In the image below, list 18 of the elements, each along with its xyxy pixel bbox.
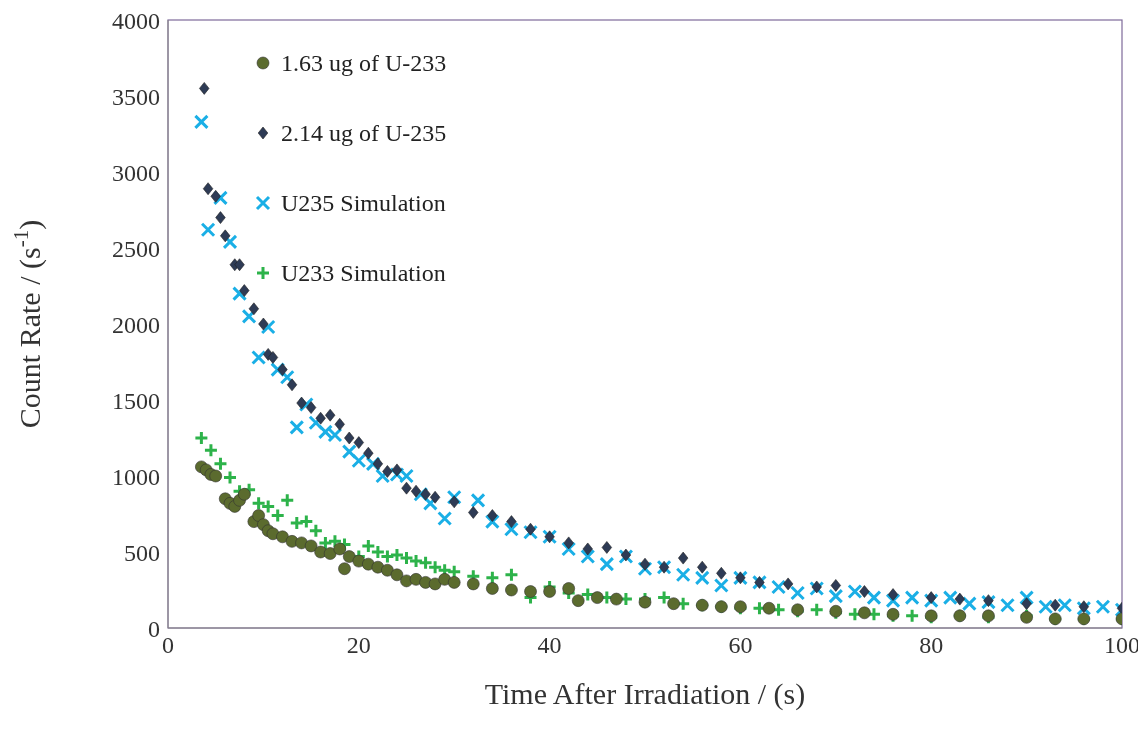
y-tick-label: 2000 — [112, 311, 160, 338]
y-tick-label: 4000 — [112, 7, 160, 34]
y-tick-label: 2500 — [112, 235, 160, 262]
x-tick-label: 60 — [728, 632, 753, 659]
x-tick-label: 40 — [537, 632, 562, 659]
y-tick-label: 1000 — [112, 463, 160, 490]
legend-label: 2.14 ug of U-235 — [281, 119, 447, 147]
y-tick-label: 500 — [124, 539, 160, 566]
x-axis-title: Time After Irradiation / (s) — [484, 677, 806, 711]
x-tick-label: 20 — [346, 632, 371, 659]
legend-label: U235 Simulation — [281, 189, 446, 217]
x-tick-label: 80 — [919, 632, 944, 659]
y-tick-label: 0 — [148, 615, 160, 642]
legend-label: U233 Simulation — [281, 259, 446, 287]
y-tick-label: 3000 — [112, 159, 160, 186]
y-tick-label: 1500 — [112, 387, 160, 414]
legend-label: 1.63 ug of U-233 — [281, 49, 447, 77]
y-tick-label: 3500 — [112, 83, 160, 110]
